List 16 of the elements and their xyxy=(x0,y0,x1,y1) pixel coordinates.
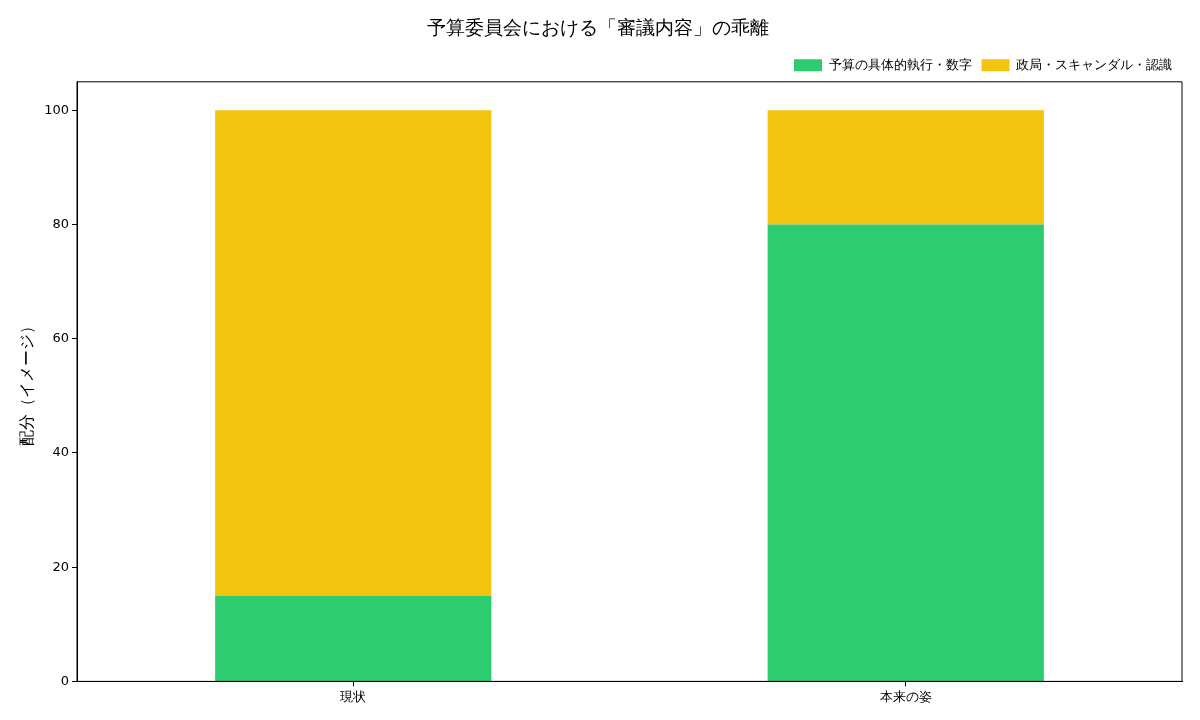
y-tick-label: 80 xyxy=(52,215,70,231)
y-tick-label: 0 xyxy=(60,672,70,688)
legend-label: 政局・スキャンダル・認識 xyxy=(1016,56,1172,72)
bar xyxy=(215,595,492,681)
bar xyxy=(767,110,1044,225)
x-tick-label: 現状 xyxy=(340,688,367,704)
y-tick-label: 20 xyxy=(52,558,70,574)
y-tick-label: 40 xyxy=(52,444,70,460)
bar xyxy=(767,224,1044,681)
legend-label: 予算の具体的執行・数字 xyxy=(828,56,972,72)
y-axis-title: 配分（イメージ） xyxy=(16,317,36,446)
bar xyxy=(215,110,492,596)
y-tick-label: 60 xyxy=(52,330,70,346)
y-tick-label: 100 xyxy=(44,101,70,117)
x-tick-label: 本来の姿 xyxy=(879,688,932,704)
chart-title: 予算委員会における「審議内容」の乖離 xyxy=(427,16,769,39)
